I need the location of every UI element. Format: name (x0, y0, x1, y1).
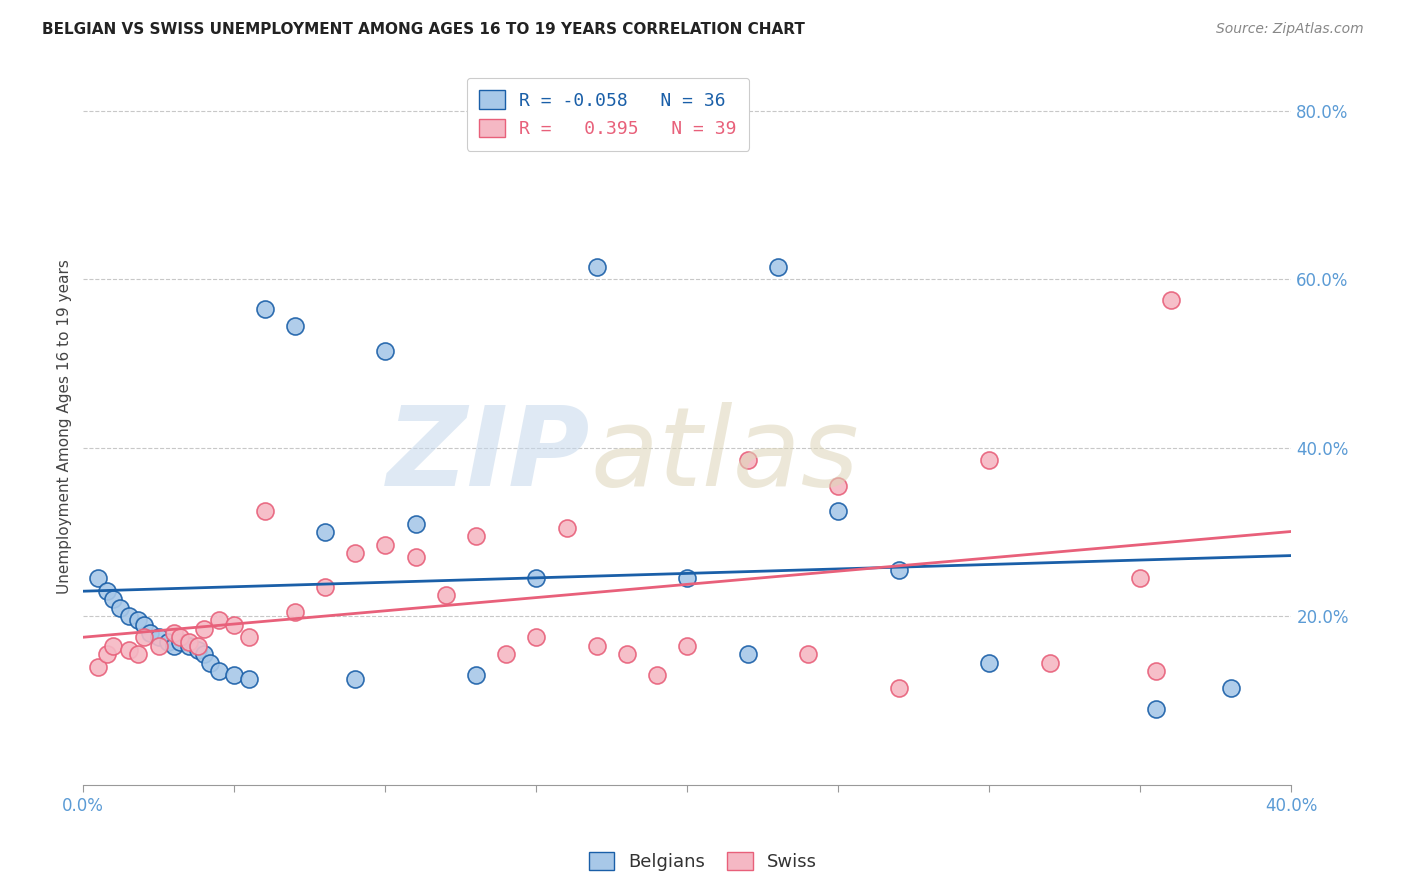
Point (148, 630, 170, 644)
Point (156, 634, 179, 648)
Point (979, 453, 1001, 467)
Point (1144, 702, 1167, 716)
Text: BELGIAN VS SWISS UNEMPLOYMENT AMONG AGES 16 TO 19 YEARS CORRELATION CHART: BELGIAN VS SWISS UNEMPLOYMENT AMONG AGES… (42, 22, 806, 37)
Point (238, 630, 260, 644)
Point (117, 643, 139, 657)
Point (132, 630, 155, 644)
Point (979, 656, 1001, 670)
Point (1039, 656, 1062, 670)
Point (169, 630, 191, 644)
Point (193, 647, 215, 661)
Point (465, 529, 488, 543)
Point (737, 453, 759, 467)
Legend: R = -0.058   N = 36, R =   0.395   N = 39: R = -0.058 N = 36, R = 0.395 N = 39 (467, 78, 749, 151)
Point (405, 550, 427, 565)
Point (797, 647, 820, 661)
Point (887, 681, 910, 695)
Point (163, 626, 186, 640)
Point (1144, 664, 1167, 678)
Text: atlas: atlas (591, 401, 859, 508)
Point (224, 668, 246, 682)
Point (224, 617, 246, 632)
Point (585, 260, 607, 274)
Point (284, 318, 307, 333)
Point (198, 656, 221, 670)
Point (187, 643, 209, 657)
Point (737, 647, 759, 661)
Point (127, 614, 149, 628)
Point (96, 583, 118, 598)
Point (344, 673, 367, 687)
Y-axis label: Unemployment Among Ages 16 to 19 years: Unemployment Among Ages 16 to 19 years (58, 260, 72, 594)
Point (238, 673, 260, 687)
Point (208, 664, 231, 678)
Point (132, 617, 155, 632)
Legend: Belgians, Swiss: Belgians, Swiss (582, 845, 824, 879)
Text: Source: ZipAtlas.com: Source: ZipAtlas.com (1216, 22, 1364, 37)
Point (676, 639, 699, 653)
Point (253, 301, 276, 316)
Point (208, 614, 231, 628)
Point (616, 647, 638, 661)
Point (555, 521, 578, 535)
Point (117, 609, 139, 624)
Point (96, 647, 118, 661)
Text: ZIP: ZIP (387, 401, 591, 508)
Point (374, 538, 396, 552)
Point (108, 600, 131, 615)
Point (766, 260, 789, 274)
Point (253, 504, 276, 518)
Point (524, 630, 547, 644)
Point (284, 605, 307, 619)
Point (1129, 571, 1152, 585)
Point (465, 668, 488, 682)
Point (374, 343, 396, 358)
Point (585, 639, 607, 653)
Point (676, 571, 699, 585)
Point (87, 660, 110, 674)
Point (163, 639, 186, 653)
Point (1220, 681, 1243, 695)
Point (434, 588, 457, 602)
Point (827, 504, 849, 518)
Point (177, 634, 200, 648)
Point (887, 563, 910, 577)
Point (127, 647, 149, 661)
Point (177, 639, 200, 653)
Point (314, 524, 336, 539)
Point (314, 580, 336, 594)
Point (1160, 293, 1182, 308)
Point (405, 516, 427, 531)
Point (139, 626, 162, 640)
Point (169, 634, 191, 648)
Point (524, 571, 547, 585)
Point (103, 592, 125, 607)
Point (495, 647, 517, 661)
Point (645, 668, 668, 682)
Point (187, 639, 209, 653)
Point (344, 546, 367, 560)
Point (103, 639, 125, 653)
Point (193, 622, 215, 636)
Point (148, 639, 170, 653)
Point (87, 571, 110, 585)
Point (827, 478, 849, 492)
